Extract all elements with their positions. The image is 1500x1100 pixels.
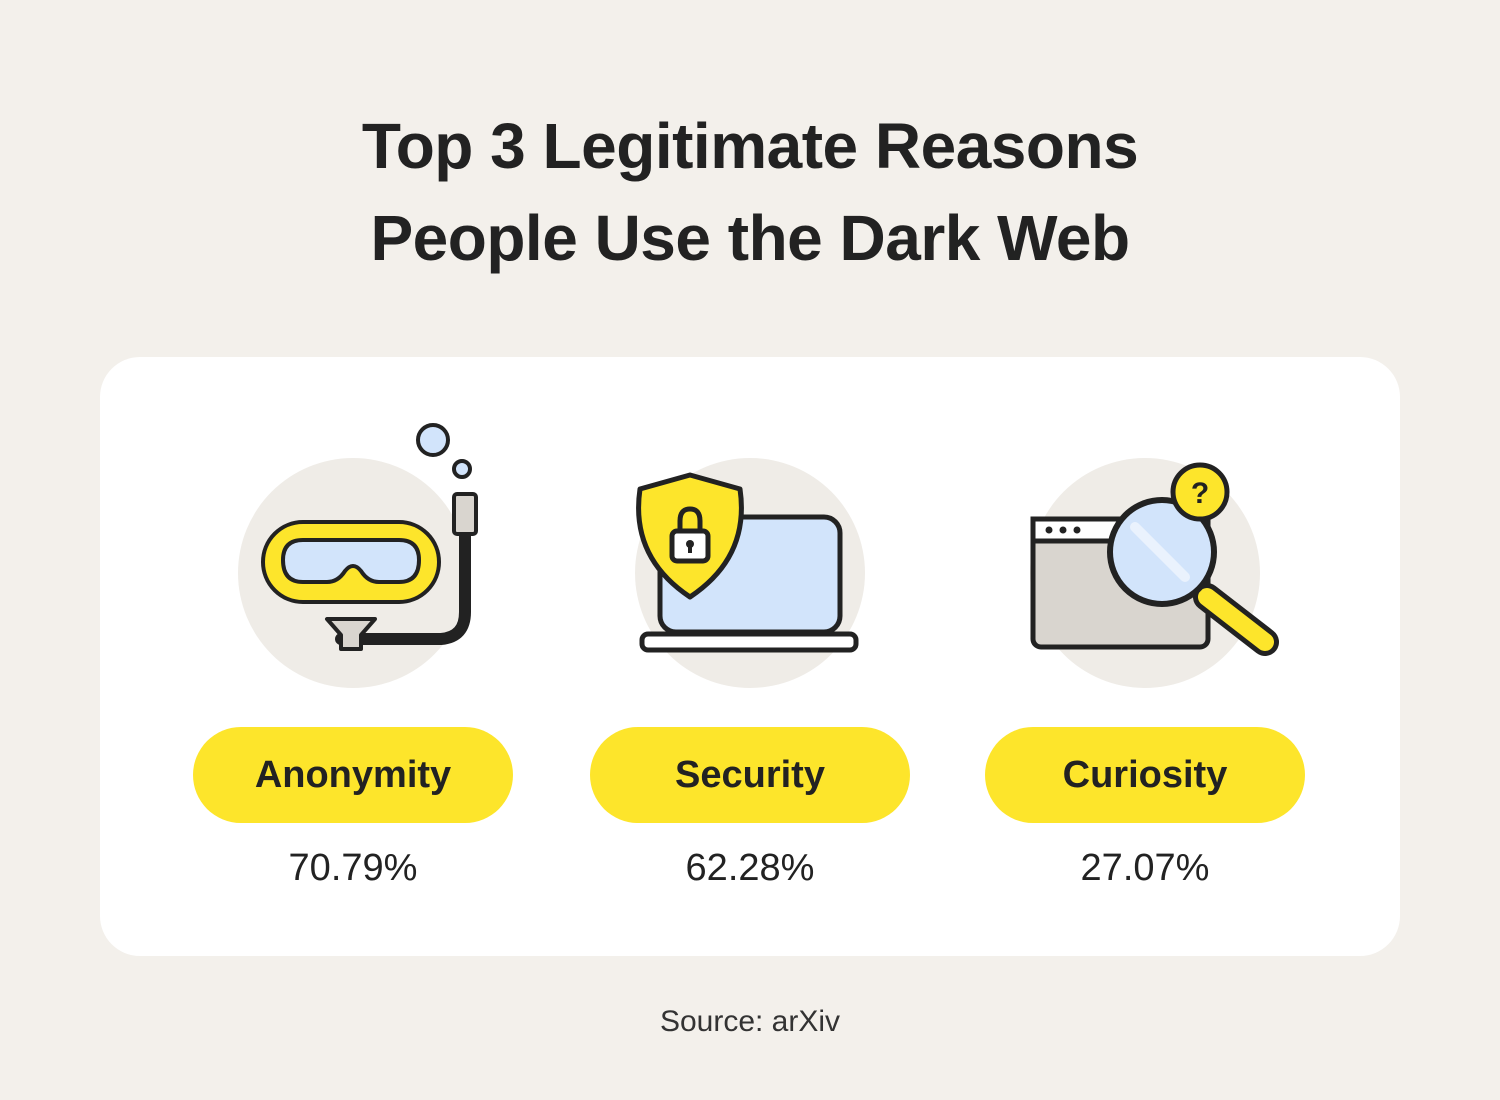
- reason-anonymity: Anonymity 70.79%: [193, 357, 513, 956]
- source-note: Source: arXiv: [659, 1005, 841, 1038]
- shield-laptop-icon: [590, 357, 910, 717]
- snorkel-mask-icon: [193, 357, 513, 717]
- reason-security: Security 62.28%: [590, 357, 910, 956]
- reason-percent: 27.07%: [1080, 847, 1210, 889]
- reasons-card: Anonymity 70.79% Security 62.28%: [100, 357, 1400, 956]
- browser-magnifier-question-icon: ?: [985, 357, 1305, 717]
- reason-label-pill: Curiosity: [985, 727, 1305, 823]
- svg-text:?: ?: [1191, 477, 1209, 510]
- reason-percent: 62.28%: [685, 847, 815, 889]
- reason-percent: 70.79%: [288, 847, 418, 889]
- reason-curiosity: ? Curiosity 27.07%: [985, 357, 1305, 956]
- title-line-1: Top 3 Legitimate Reasons: [361, 110, 1139, 182]
- reason-label-pill: Anonymity: [193, 727, 513, 823]
- reason-label-pill: Security: [590, 727, 910, 823]
- title-line-2: People Use the Dark Web: [370, 202, 1130, 274]
- page-title: Top 3 Legitimate Reasons People Use the …: [0, 100, 1500, 284]
